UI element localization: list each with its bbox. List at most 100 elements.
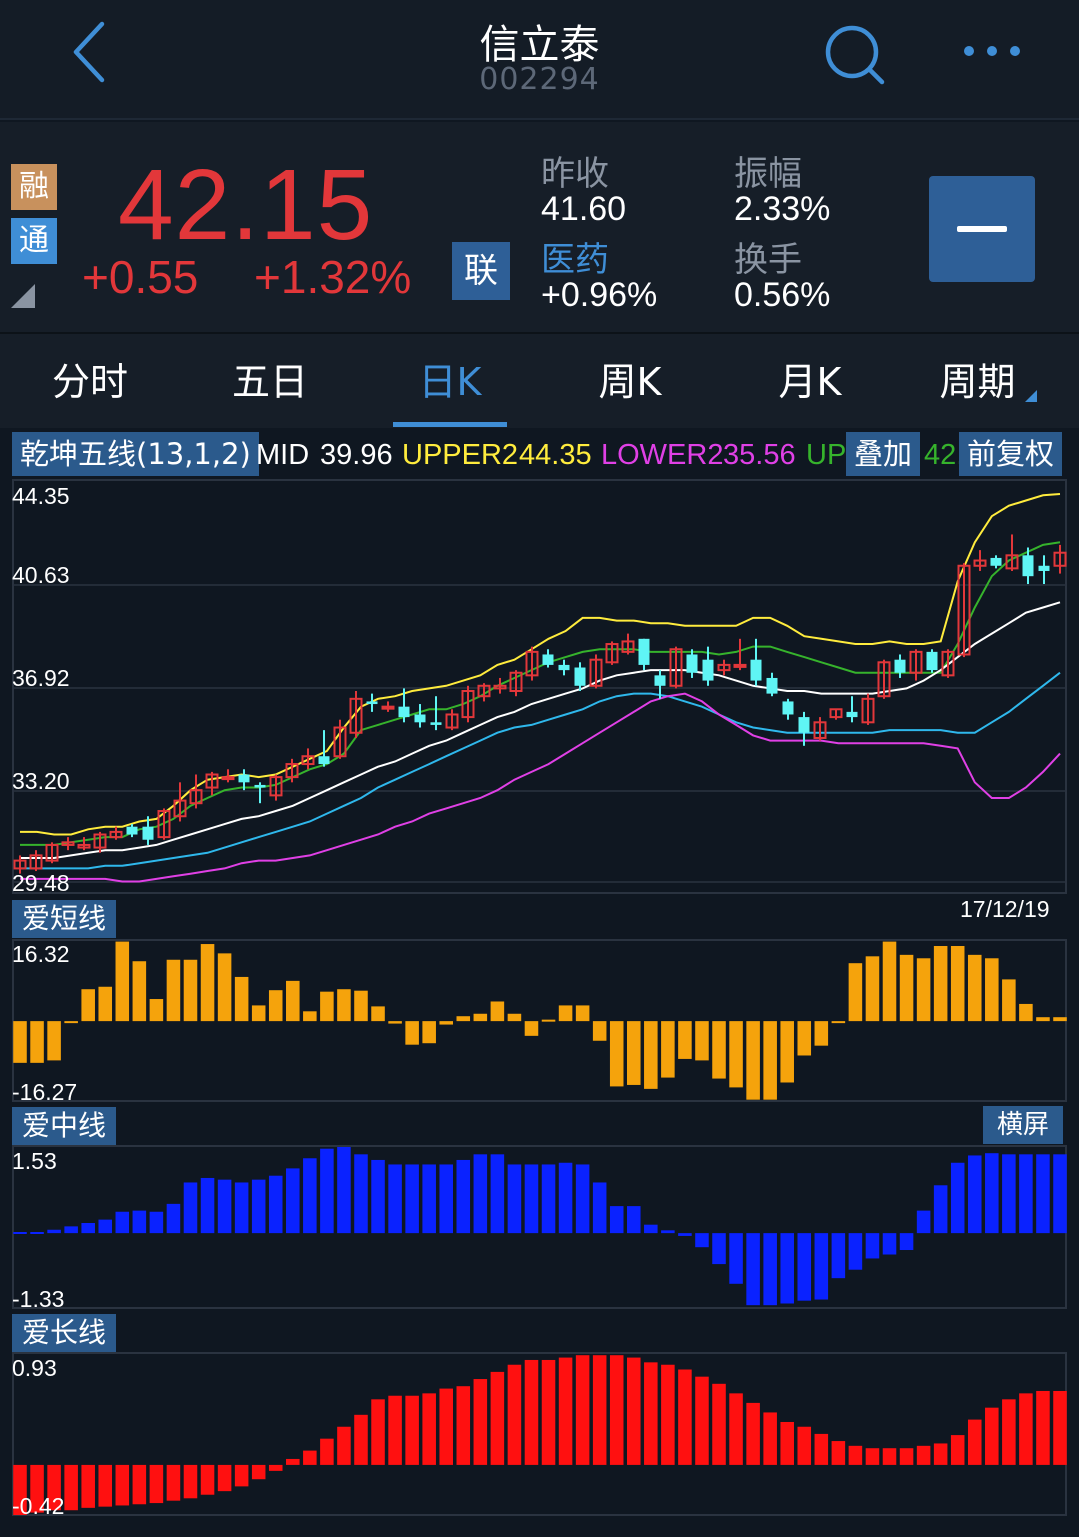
long-line-bar: [967, 1419, 982, 1465]
candle-body: [1038, 565, 1050, 571]
short-line-bar: [763, 1021, 777, 1100]
sector-link[interactable]: 医药: [541, 240, 609, 280]
long-line-bar: [81, 1464, 95, 1508]
mid-line-bar: [831, 1233, 846, 1279]
more-button[interactable]: [960, 36, 1024, 66]
candle-body: [638, 638, 650, 665]
mid-line-bar: [268, 1175, 283, 1234]
short-line-bar: [729, 1021, 743, 1088]
short-line-bar: [558, 1005, 573, 1022]
long-line-bar: [456, 1386, 471, 1465]
amplitude-label: 振幅: [734, 154, 802, 194]
search-button[interactable]: [822, 22, 888, 88]
candle-body: [990, 557, 1002, 566]
long-line-bar: [320, 1438, 334, 1465]
mid-line-bar: [371, 1159, 385, 1234]
landscape-button[interactable]: 横屏: [983, 1106, 1063, 1144]
candle-body: [813, 721, 827, 739]
long-line-bar: [797, 1426, 812, 1465]
sector-change-value: +0.96%: [541, 276, 658, 314]
long-line-panel-label[interactable]: 爱长线: [12, 1314, 117, 1352]
long-line-bar: [729, 1393, 743, 1465]
candle-body: [77, 843, 91, 849]
back-button[interactable]: [62, 18, 122, 88]
mid-line-bar: [848, 1233, 863, 1270]
long-line-bar: [354, 1414, 368, 1465]
tab-weekly-k[interactable]: 周K: [598, 360, 662, 404]
mid-line-bar: [644, 1224, 658, 1234]
mid-axis-tick: -1.33: [12, 1286, 65, 1312]
short-line-bar: [609, 1021, 624, 1087]
short-line-bar: [592, 1021, 607, 1041]
candle-body: [414, 714, 426, 723]
price-change: +0.55: [82, 251, 199, 303]
short-line-bar: [30, 1021, 44, 1063]
candle-body: [973, 559, 987, 567]
tab-period[interactable]: 周期: [939, 360, 1016, 404]
long-line-bar: [575, 1355, 590, 1465]
short-line-bar: [490, 1001, 505, 1022]
tab-monthly-k[interactable]: 月K: [778, 360, 842, 404]
candle-body: [909, 650, 923, 674]
mid-line-bar: [1053, 1154, 1067, 1234]
adjust-mode-button[interactable]: 前复权: [959, 432, 1063, 476]
mid-line-bar: [1002, 1154, 1016, 1234]
short-line-panel-label[interactable]: 爱短线: [12, 900, 117, 938]
upper2-label: UPPER2: [402, 439, 519, 471]
mid-line-bar: [200, 1177, 215, 1234]
quote-panel: 融 通 42.15 +0.55 +1.32% 联 昨收 41.60 医药 +0.…: [0, 122, 1079, 332]
mid-label: MID: [256, 439, 310, 471]
long-line-bar: [405, 1395, 419, 1465]
candle-body: [750, 659, 762, 681]
candle-body: [349, 697, 363, 734]
long-line-bar: [524, 1359, 539, 1465]
overlay-button[interactable]: 叠加: [846, 432, 921, 476]
short-line-bar: [200, 944, 215, 1022]
long-line-bar: [985, 1407, 999, 1465]
upper1-line: [20, 541, 1061, 846]
last-date-label: 17/12/19: [960, 896, 1050, 922]
candle-body: [558, 664, 570, 671]
mid-line-bar: [985, 1153, 999, 1234]
long-line-bar: [712, 1383, 726, 1465]
tab-five-day[interactable]: 五日: [231, 360, 308, 404]
long-line-bar: [200, 1464, 215, 1495]
candle-body: [381, 705, 395, 710]
short-axis-tick: 16.32: [12, 941, 70, 967]
tab-intraday[interactable]: 分时: [51, 360, 128, 404]
candle-body: [301, 755, 315, 766]
short-line-bar: [303, 1011, 317, 1022]
long-line-bar: [422, 1393, 436, 1465]
remove-watchlist-button[interactable]: [929, 176, 1035, 282]
short-line-bar: [575, 1005, 590, 1022]
long-line-bar: [763, 1412, 777, 1465]
candle-body: [126, 826, 138, 835]
long-line-bar: [695, 1376, 709, 1465]
long-line-bar: [439, 1388, 454, 1465]
candle-body: [686, 654, 698, 673]
mid-line-bar: [149, 1211, 164, 1234]
candle-body: [285, 763, 299, 779]
linked-stocks-button[interactable]: 联: [452, 242, 510, 300]
mid-line-panel-label[interactable]: 爱中线: [12, 1107, 117, 1145]
tab-daily-k[interactable]: 日K: [418, 360, 482, 404]
short-line-bar: [115, 941, 130, 1022]
mid-line-bar: [64, 1226, 78, 1234]
mid-line-bar: [30, 1232, 44, 1235]
mid-line: [20, 601, 1061, 859]
short-line-bar: [98, 986, 113, 1022]
candle-body: [93, 833, 107, 849]
short-line-bar: [149, 999, 164, 1022]
mid-line-bar: [541, 1164, 556, 1234]
candle-body: [366, 701, 378, 705]
long-line-bar: [592, 1355, 607, 1465]
indicator-selector[interactable]: 乾坤五线(13,1,2): [12, 432, 259, 476]
long-line-bar: [64, 1464, 78, 1511]
long-line-bar: [865, 1448, 880, 1465]
candle-body: [717, 663, 731, 672]
chevron-left-icon: [73, 21, 105, 83]
candle-body: [1022, 555, 1034, 577]
long-line-bar: [950, 1435, 965, 1465]
long-line-bar: [13, 1464, 27, 1515]
